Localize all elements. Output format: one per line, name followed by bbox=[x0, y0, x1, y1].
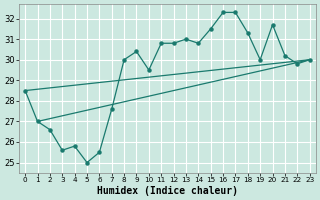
X-axis label: Humidex (Indice chaleur): Humidex (Indice chaleur) bbox=[97, 186, 238, 196]
